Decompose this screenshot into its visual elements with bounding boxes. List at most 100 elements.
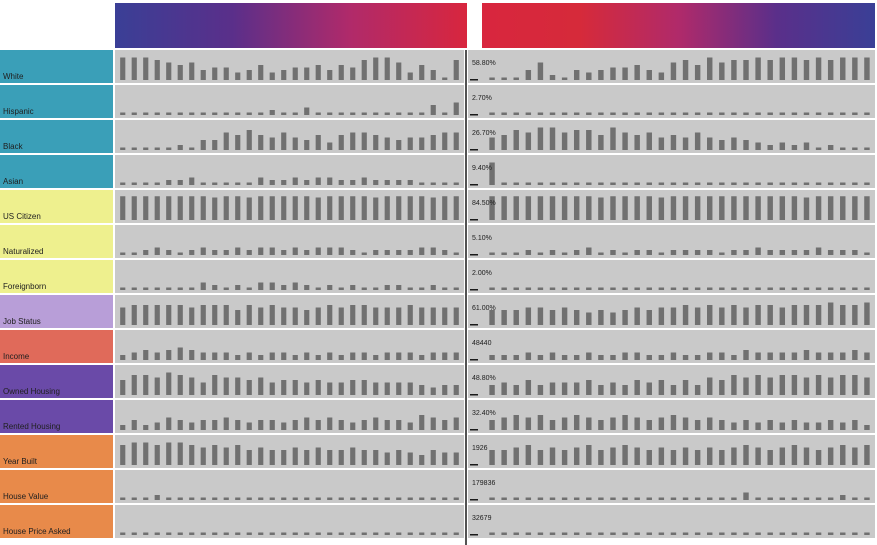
left-bar xyxy=(384,452,390,465)
left-bar xyxy=(212,497,218,500)
left-bar xyxy=(143,57,149,80)
left-bar xyxy=(154,495,160,500)
right-bar xyxy=(561,196,568,220)
right-bar xyxy=(586,130,592,150)
right-bar xyxy=(646,250,652,255)
left-bar xyxy=(350,132,356,150)
right-bar xyxy=(779,142,786,150)
right-bar xyxy=(755,142,761,150)
left-bar xyxy=(350,497,356,500)
right-bar xyxy=(840,196,846,220)
right-bar xyxy=(489,355,495,360)
left-bar xyxy=(246,380,252,395)
right-bar xyxy=(537,196,544,220)
right-bar xyxy=(525,380,532,395)
left-bar xyxy=(269,137,275,150)
right-bar xyxy=(731,305,737,325)
left-bar xyxy=(177,287,183,290)
right-bar xyxy=(779,57,786,80)
row-value: 26.70% xyxy=(472,130,496,137)
left-bar xyxy=(338,532,344,535)
right-bar xyxy=(670,182,677,185)
right-bar xyxy=(501,77,507,80)
left-bar xyxy=(338,287,344,290)
right-bar xyxy=(670,532,677,535)
left-bar xyxy=(304,140,310,150)
chart-row: Income 48440 xyxy=(0,330,875,363)
right-bar xyxy=(815,112,822,115)
right-bar xyxy=(513,182,519,185)
left-bar xyxy=(350,67,356,80)
left-bar xyxy=(281,497,287,500)
left-bar xyxy=(120,380,126,395)
right-bar xyxy=(634,250,640,255)
row-label: House Price Asked xyxy=(3,527,71,536)
right-bar xyxy=(525,352,532,360)
left-bar xyxy=(396,450,402,465)
left-bar xyxy=(212,140,218,150)
left-bar xyxy=(315,447,321,465)
right-bar xyxy=(767,112,773,115)
right-bar xyxy=(586,72,592,80)
right-bar xyxy=(779,112,786,115)
right-bar xyxy=(815,375,822,395)
right-bar xyxy=(743,182,749,185)
right-bar xyxy=(537,307,544,325)
right-bar xyxy=(767,497,773,500)
left-bar xyxy=(384,382,390,395)
right-bar xyxy=(719,287,725,290)
right-bar xyxy=(573,415,580,430)
right-bar xyxy=(864,532,870,535)
left-panel xyxy=(115,470,464,503)
left-panel xyxy=(115,435,464,468)
left-panel xyxy=(115,190,464,223)
left-bar xyxy=(419,497,425,500)
right-bar xyxy=(864,497,870,500)
left-bar xyxy=(327,305,333,325)
left-bar xyxy=(131,196,137,220)
right-bar xyxy=(827,532,834,535)
left-bar xyxy=(269,282,275,290)
left-bar xyxy=(315,420,321,430)
row-label: Job Status xyxy=(3,317,41,326)
left-bar xyxy=(304,310,310,325)
right-bar xyxy=(501,497,507,500)
left-bar xyxy=(246,182,252,185)
left-bar xyxy=(384,57,390,80)
right-bar xyxy=(610,182,616,185)
left-bar xyxy=(189,147,195,150)
row-label: Foreignborn xyxy=(3,282,46,291)
left-panel xyxy=(115,120,464,153)
right-bar xyxy=(561,382,568,395)
right-bar xyxy=(549,182,556,185)
left-bar xyxy=(350,305,356,325)
left-bar xyxy=(430,450,436,465)
right-bar xyxy=(501,382,507,395)
right-bar xyxy=(779,196,786,220)
right-bar xyxy=(682,182,689,185)
left-bar xyxy=(120,355,126,360)
right-bar xyxy=(767,450,773,465)
row-value: 48.80% xyxy=(472,375,496,382)
left-bar xyxy=(189,250,195,255)
left-bar xyxy=(154,196,160,220)
right-bar xyxy=(658,137,665,150)
left-bar xyxy=(246,422,252,430)
right-bar xyxy=(707,305,713,325)
right-bar xyxy=(864,445,870,465)
row-label: Year Built xyxy=(3,457,38,466)
left-panel xyxy=(115,365,464,398)
left-bar xyxy=(327,532,333,535)
left-bar xyxy=(338,307,344,325)
left-bar xyxy=(258,112,264,115)
chart-row: US Citizen 84.50% xyxy=(0,190,875,223)
left-bar xyxy=(189,350,195,360)
left-bar xyxy=(373,417,379,430)
row-label-cell xyxy=(0,50,113,83)
left-bar xyxy=(154,182,160,185)
value-tick xyxy=(470,114,478,116)
left-bar xyxy=(212,182,218,185)
left-bar xyxy=(396,382,402,395)
right-bar xyxy=(682,287,689,290)
left-bar xyxy=(338,382,344,395)
